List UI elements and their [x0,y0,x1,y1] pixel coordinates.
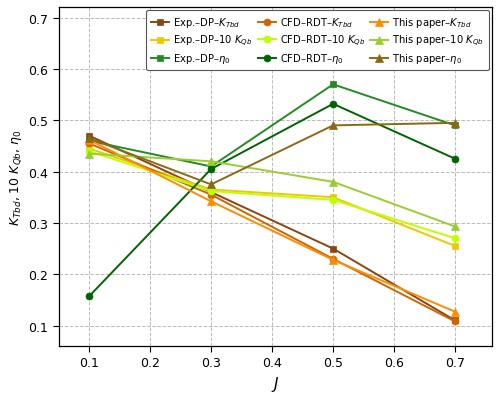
Exp.–DP–$K_{Tbd}$ [208,190,214,195]
Exp.–DP–$K_{Tbd}$ [452,318,458,323]
This paper–$\eta_0$ [208,182,214,187]
Y-axis label: $K_{Tbd}$, 10 $K_{Qb}$, $\eta_0$: $K_{Tbd}$, 10 $K_{Qb}$, $\eta_0$ [8,129,24,225]
Exp.–DP–$K_{Tbd}$ [330,247,336,251]
CFD–RDT–$\eta_0$ [86,294,92,299]
CFD–RDT–$K_{Tbd}$ [208,193,214,198]
Line: This paper–10 $K_{Qb}$: This paper–10 $K_{Qb}$ [85,150,459,231]
This paper–$K_{Tbd}$ [330,258,336,263]
This paper–$\eta_0$ [330,124,336,128]
This paper–$\eta_0$ [86,136,92,141]
CFD–RDT–$\eta_0$ [452,157,458,162]
Legend: Exp.–DP–$K_{Tbd}$, Exp.–DP–10 $K_{Qb}$, Exp.–DP–$\eta_0$, CFD–RDT–$K_{Tbd}$, CFD: Exp.–DP–$K_{Tbd}$, Exp.–DP–10 $K_{Qb}$, … [146,11,488,71]
This paper–10 $K_{Qb}$ [208,160,214,164]
CFD–RDT–$K_{Tbd}$ [452,319,458,324]
CFD–RDT–10 $K_{Qb}$ [86,149,92,154]
Line: Exp.–DP–$K_{Tbd}$: Exp.–DP–$K_{Tbd}$ [86,133,458,324]
Exp.–DP–$K_{Tbd}$ [86,134,92,139]
Line: CFD–RDT–$\eta_0$: CFD–RDT–$\eta_0$ [86,101,458,300]
This paper–$K_{Tbd}$ [86,138,92,143]
Line: CFD–RDT–10 $K_{Qb}$: CFD–RDT–10 $K_{Qb}$ [86,148,458,242]
Exp.–DP–$\eta_0$ [330,83,336,87]
Exp.–DP–$\eta_0$ [86,139,92,144]
Line: CFD–RDT–$K_{Tbd}$: CFD–RDT–$K_{Tbd}$ [86,140,458,325]
X-axis label: $J$: $J$ [271,374,280,393]
Exp.–DP–10 $K_{Qb}$ [86,147,92,152]
CFD–RDT–$\eta_0$ [330,102,336,107]
CFD–RDT–$K_{Tbd}$ [330,257,336,261]
Exp.–DP–10 $K_{Qb}$ [452,244,458,249]
Line: This paper–$K_{Tbd}$: This paper–$K_{Tbd}$ [85,136,459,316]
Line: Exp.–DP–$\eta_0$: Exp.–DP–$\eta_0$ [86,82,458,170]
This paper–10 $K_{Qb}$ [86,152,92,157]
This paper–$\eta_0$ [452,121,458,126]
Line: Exp.–DP–10 $K_{Qb}$: Exp.–DP–10 $K_{Qb}$ [86,146,458,250]
CFD–RDT–$\eta_0$ [208,167,214,172]
This paper–10 $K_{Qb}$ [452,225,458,229]
Exp.–DP–10 $K_{Qb}$ [330,195,336,200]
Exp.–DP–$\eta_0$ [452,124,458,128]
CFD–RDT–$K_{Tbd}$ [86,142,92,146]
Line: This paper–$\eta_0$: This paper–$\eta_0$ [85,119,459,189]
CFD–RDT–10 $K_{Qb}$ [208,189,214,194]
Exp.–DP–$\eta_0$ [208,165,214,170]
CFD–RDT–10 $K_{Qb}$ [452,236,458,241]
CFD–RDT–10 $K_{Qb}$ [330,198,336,203]
Exp.–DP–10 $K_{Qb}$ [208,188,214,192]
This paper–10 $K_{Qb}$ [330,180,336,185]
This paper–$K_{Tbd}$ [452,310,458,314]
This paper–$K_{Tbd}$ [208,199,214,204]
